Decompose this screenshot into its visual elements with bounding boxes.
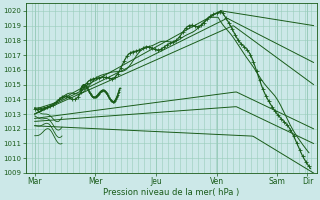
X-axis label: Pression niveau de la mer( hPa ): Pression niveau de la mer( hPa ) — [103, 188, 239, 197]
